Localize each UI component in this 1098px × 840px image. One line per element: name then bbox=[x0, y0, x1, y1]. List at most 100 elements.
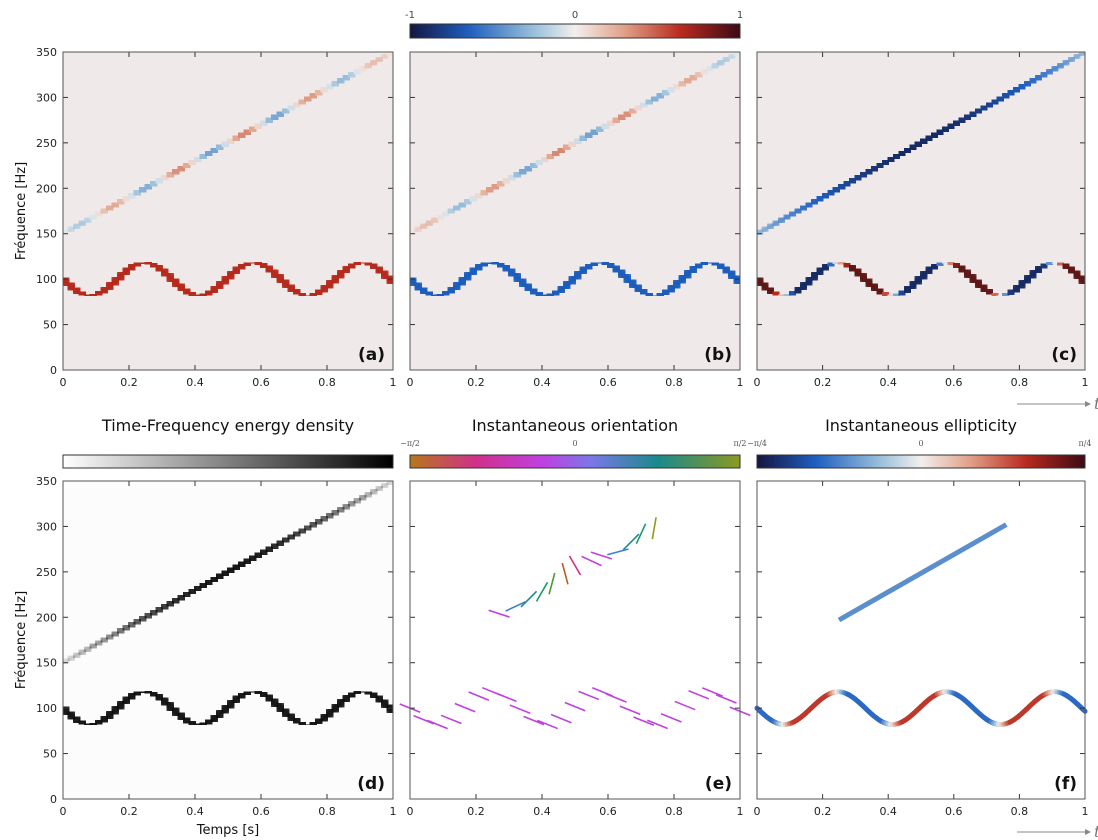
x-tick-label: 0.6 bbox=[945, 805, 963, 818]
panel-letter: (c) bbox=[1051, 345, 1077, 365]
x-tick-label: 0.8 bbox=[1011, 376, 1029, 389]
orientation-segment bbox=[581, 555, 602, 567]
x-tick-label: 0.8 bbox=[318, 376, 336, 389]
top-colorbar-tick-mid: 0 bbox=[572, 10, 578, 21]
heatmap-cell bbox=[384, 52, 393, 59]
orientation-colorbar-tick-mid: 0 bbox=[572, 439, 577, 448]
heatmap-layer bbox=[63, 52, 393, 303]
orientation-colorbar: Instantaneous orientation −π/2 0 π/2 bbox=[400, 416, 747, 469]
panel-c: 0 0.2 0.4 0.6 0.8 1 (c) bbox=[754, 51, 1089, 389]
orientation-segment bbox=[427, 719, 448, 730]
y-tick-label: 50 bbox=[43, 319, 57, 332]
heatmap-cell bbox=[1076, 52, 1085, 59]
x-tick-label: 0.8 bbox=[665, 805, 683, 818]
heatmap-cell bbox=[727, 270, 740, 290]
orientation-segment bbox=[488, 609, 510, 618]
x-tick-label: 0.6 bbox=[945, 376, 963, 389]
heatmap-background bbox=[63, 481, 393, 799]
y-tick-label: 150 bbox=[36, 228, 57, 241]
x-tick-label: 1 bbox=[1082, 805, 1089, 818]
time-arrow-top: t bbox=[1017, 394, 1098, 413]
heatmap-cell bbox=[380, 699, 393, 719]
axes-frame bbox=[409, 51, 741, 371]
x-tick-label: 0.2 bbox=[814, 376, 832, 389]
x-tick-label: 0.6 bbox=[252, 376, 270, 389]
ellipticity-colorbar-gradient bbox=[756, 454, 1086, 469]
ellipticity-colorbar-label: Instantaneous ellipticity bbox=[825, 416, 1017, 435]
orientation-segment bbox=[688, 689, 710, 700]
panel-a: 0 0.2 0.4 0.6 0.8 1 0 50 100 150 200 250 300 350 (a) bbox=[36, 46, 397, 389]
y-tick-label: 350 bbox=[36, 475, 57, 488]
panel-e: 0 0.2 0.4 0.6 0.8 1 (e) bbox=[399, 480, 751, 818]
x-tick-label: 0.4 bbox=[533, 805, 551, 818]
x-tick-label: 0.2 bbox=[120, 376, 138, 389]
panel-d-xlabel: Temps [s] bbox=[196, 823, 259, 838]
x-tick-label: 0.8 bbox=[665, 376, 683, 389]
panel-b: 0 0.2 0.4 0.6 0.8 1 (b) bbox=[407, 51, 744, 389]
top-colorbar-gradient bbox=[409, 23, 741, 39]
x-tick-label: 0.2 bbox=[467, 376, 485, 389]
panel-d-ylabel: Fréquence [Hz] bbox=[14, 591, 29, 689]
orientation-segment bbox=[520, 590, 538, 608]
y-tick-label: 50 bbox=[43, 748, 57, 761]
x-tick-label: 0 bbox=[60, 805, 67, 818]
x-tick-label: 0 bbox=[754, 805, 761, 818]
y-tick-label: 0 bbox=[50, 793, 57, 806]
orientation-segment bbox=[660, 712, 682, 723]
panel-letter: (e) bbox=[705, 774, 732, 794]
heatmap-layer bbox=[63, 481, 393, 732]
x-tick-label: 1 bbox=[390, 376, 397, 389]
y-tick-label: 150 bbox=[36, 657, 57, 670]
plot-background bbox=[410, 481, 740, 799]
y-tick-label: 100 bbox=[36, 273, 57, 286]
orientation-segment bbox=[715, 694, 737, 704]
x-tick-label: 1 bbox=[390, 805, 397, 818]
orientation-segment bbox=[605, 693, 627, 703]
y-tick-label: 100 bbox=[36, 702, 57, 715]
orientation-segment bbox=[454, 702, 476, 713]
x-tick-label: 0.4 bbox=[879, 376, 897, 389]
orientation-segment bbox=[622, 533, 640, 551]
panel-letter: (f) bbox=[1054, 774, 1077, 794]
y-tick-label: 0 bbox=[50, 364, 57, 377]
panel-f: 0 0.2 0.4 0.6 0.8 1 (f) bbox=[754, 480, 1089, 818]
ellipticity-colorbar-tick-min: −π/4 bbox=[747, 439, 767, 448]
orientation-colorbar-tick-max: π/2 bbox=[733, 439, 746, 448]
heatmap-cell bbox=[1072, 270, 1085, 290]
x-tick-label: 0.4 bbox=[879, 805, 897, 818]
ellipticity-line bbox=[837, 522, 1008, 623]
x-tick-label: 0.2 bbox=[814, 805, 832, 818]
orientation-segment bbox=[561, 562, 569, 585]
energy-colorbar: Time-Frequency energy density bbox=[62, 416, 394, 469]
y-tick-label: 350 bbox=[36, 46, 57, 59]
panel-a-ylabel: Fréquence [Hz] bbox=[14, 162, 29, 260]
y-tick-label: 300 bbox=[36, 91, 57, 104]
orientation-segment bbox=[505, 601, 526, 612]
y-tick-label: 200 bbox=[36, 182, 57, 195]
orientation-colorbar-gradient bbox=[409, 454, 741, 469]
top-colorbar: -1 0 1 bbox=[405, 10, 743, 39]
ellipticity-colorbar-tick-mid: 0 bbox=[918, 439, 923, 448]
orientation-segment bbox=[535, 581, 549, 602]
axes-frame bbox=[756, 480, 1086, 800]
x-tick-label: 0.8 bbox=[318, 805, 336, 818]
x-tick-label: 0.6 bbox=[252, 805, 270, 818]
x-tick-label: 1 bbox=[737, 376, 744, 389]
panel-d: 0 0.2 0.4 0.6 0.8 1 0 50 100 150 200 250 300 350 (d) bbox=[36, 475, 397, 818]
orientation-segment bbox=[647, 719, 668, 730]
plot-background bbox=[757, 481, 1085, 799]
x-tick-label: 0.4 bbox=[186, 805, 204, 818]
time-arrow-bottom-symbol: t bbox=[1094, 822, 1098, 840]
y-tick-label: 250 bbox=[36, 137, 57, 150]
orientation-segment bbox=[548, 572, 556, 595]
y-tick-label: 200 bbox=[36, 611, 57, 624]
x-tick-label: 0.6 bbox=[599, 805, 617, 818]
orientation-segment bbox=[537, 719, 558, 730]
orientation-segment bbox=[633, 716, 655, 727]
axes-frame bbox=[62, 51, 394, 371]
x-tick-label: 1 bbox=[1082, 376, 1089, 389]
x-tick-label: 0 bbox=[60, 376, 67, 389]
y-tick-label: 300 bbox=[36, 520, 57, 533]
energy-colorbar-gradient bbox=[62, 454, 394, 469]
